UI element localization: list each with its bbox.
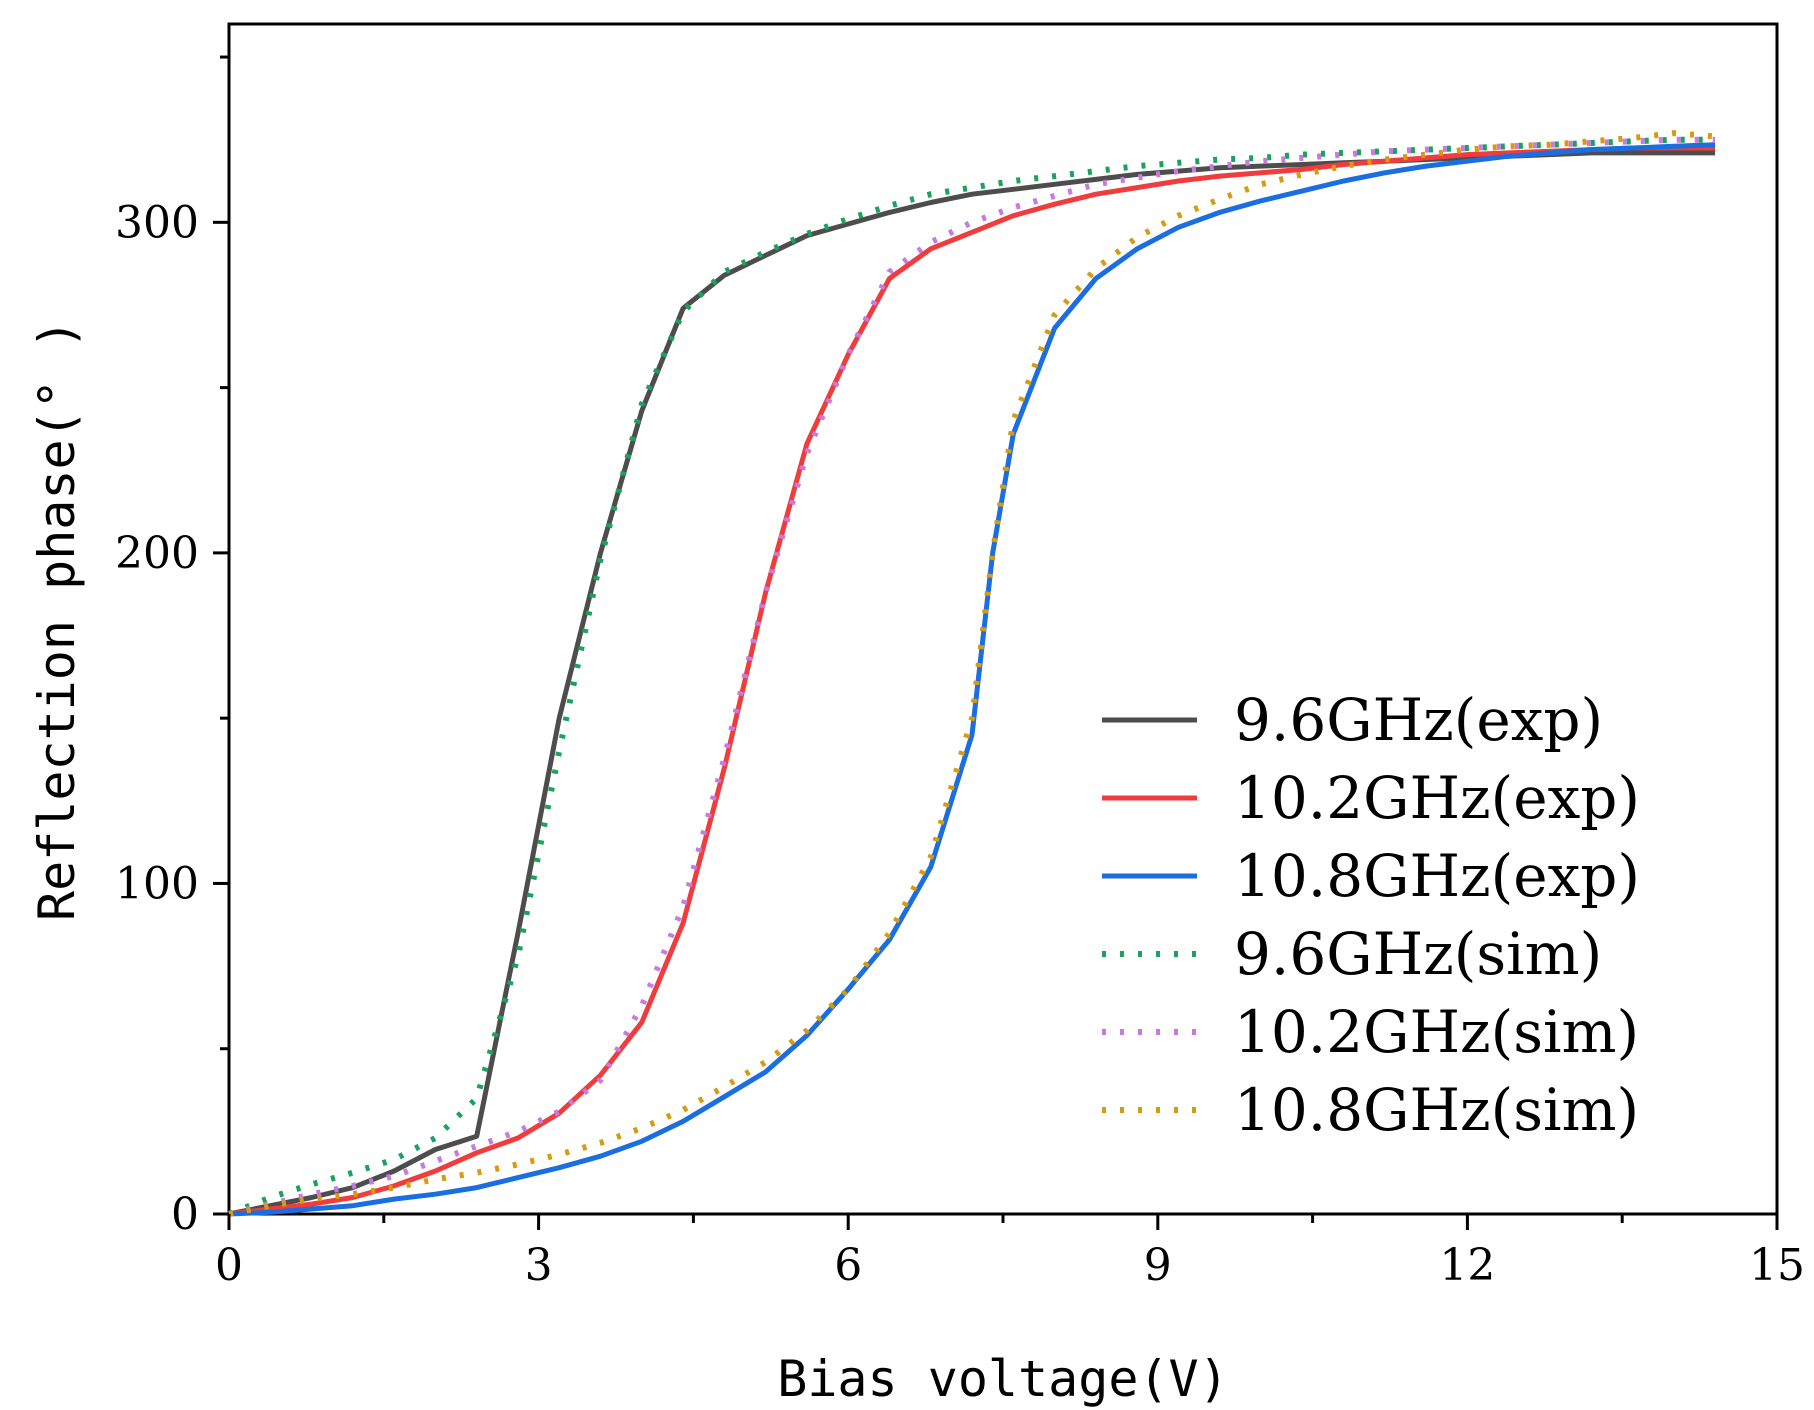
axes: 0 3 6 9 12 15 0 100 200 300	[115, 55, 1805, 1291]
x-tick-label: 6	[834, 1240, 862, 1291]
x-tick-label: 9	[1144, 1240, 1172, 1291]
x-tick-label: 3	[525, 1240, 553, 1291]
series-line-6	[228, 130, 1716, 1217]
legend: 9.6GHz(exp) 10.2GHz(exp) 10.8GHz(exp) 9.6GH…	[1102, 686, 1640, 1144]
legend-label: 9.6GHz(exp)	[1234, 686, 1603, 754]
y-tick-label: 300	[115, 197, 199, 248]
legend-label: 9.6GHz(sim)	[1234, 920, 1602, 988]
y-tick-label: 100	[115, 858, 199, 909]
series-line-3	[228, 142, 1716, 1217]
x-axis-label: Bias voltage(V)	[777, 1350, 1229, 1408]
series-line-1	[228, 150, 1716, 1217]
legend-label: 10.8GHz(sim)	[1234, 1076, 1639, 1144]
x-tick-label: 12	[1439, 1240, 1495, 1291]
series-layer	[227, 130, 1716, 1217]
series-line-4	[227, 136, 1716, 1217]
legend-label: 10.2GHz(exp)	[1234, 764, 1640, 832]
legend-label: 10.8GHz(exp)	[1234, 842, 1640, 910]
x-tick-label: 15	[1749, 1240, 1805, 1291]
legend-label: 10.2GHz(sim)	[1234, 998, 1639, 1066]
y-tick-label: 200	[115, 528, 199, 579]
y-axis-label: Reflection phase(° )	[28, 319, 86, 921]
series-line-2	[228, 145, 1716, 1217]
y-tick-label: 0	[171, 1189, 199, 1240]
x-tick-label: 0	[215, 1240, 243, 1291]
